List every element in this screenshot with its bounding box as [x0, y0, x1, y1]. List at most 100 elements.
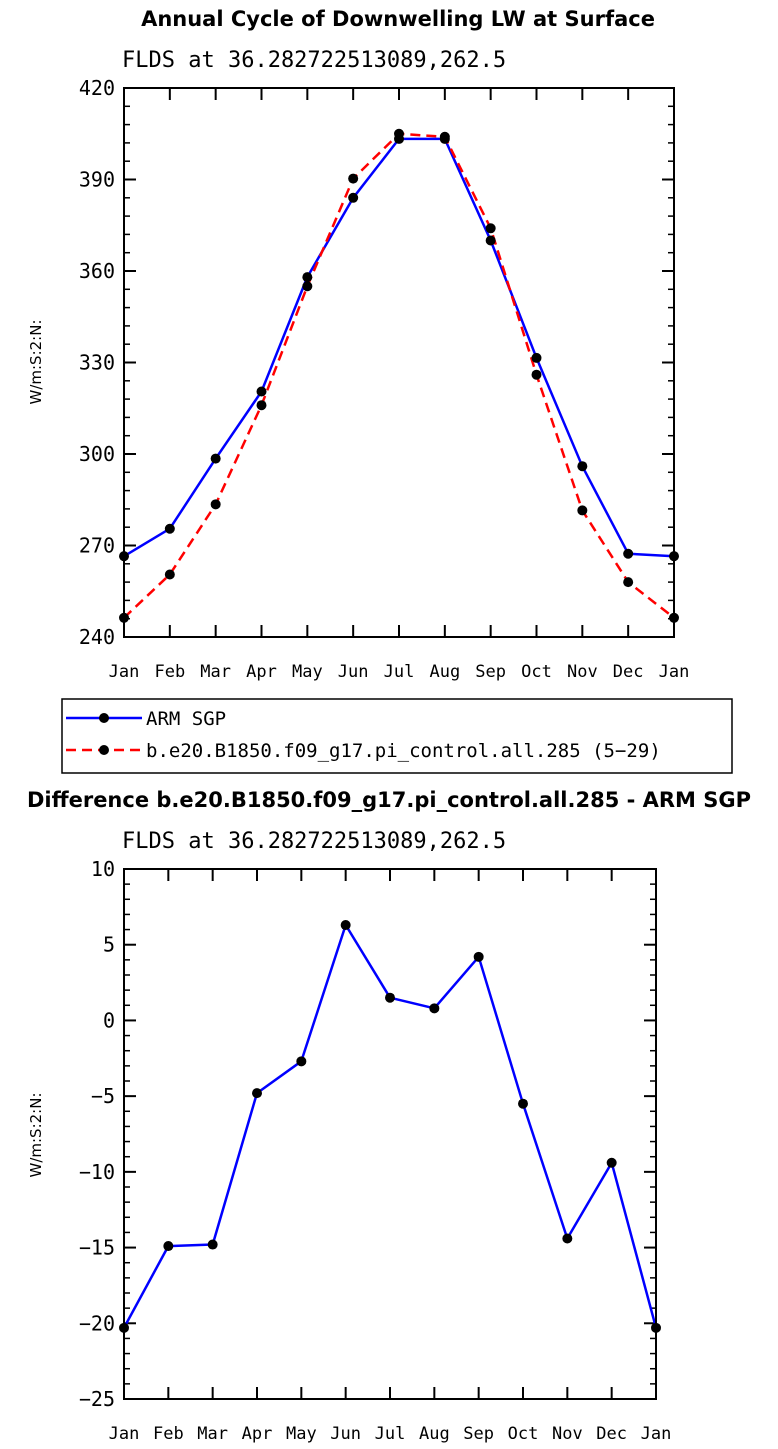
x-tick-label: Nov	[552, 1424, 583, 1444]
data-point-series-0	[348, 192, 359, 203]
series-line-1	[123, 132, 675, 619]
y-tick-label: 270	[79, 534, 115, 558]
data-point-series-1	[164, 569, 175, 580]
legend-marker-arm-sgp	[99, 713, 109, 723]
legend-entry-model: b.e20.B1850.f09_g17.pi_control.all.285 (…	[66, 740, 661, 762]
data-point-series-1	[302, 281, 313, 292]
tick-labels: 240 270 300 330 360 390 420 Jan Feb Mar Apr May Jun J…	[79, 76, 689, 682]
legend-entry-arm-sgp: ARM SGP	[66, 708, 226, 730]
data-point-series-0	[385, 992, 395, 1003]
data-point-series-0	[164, 523, 175, 534]
x-tick-label: Jun	[338, 662, 369, 682]
legend-label-arm-sgp: ARM SGP	[146, 708, 226, 730]
y-tick-label: 390	[79, 168, 115, 192]
y-axis-label: W/m:S:2:N:	[27, 1093, 45, 1178]
y-tick-label: 360	[79, 259, 115, 283]
x-tick-label: Apr	[246, 662, 277, 682]
y-axis-label: W/m:S:2:N:	[27, 320, 45, 405]
x-tick-label: Feb	[153, 1424, 184, 1444]
x-tick-label: Mar	[200, 662, 231, 682]
series-layer	[119, 128, 679, 623]
axis-ticks	[123, 868, 657, 1400]
data-point-series-0	[252, 1088, 262, 1099]
axis-ticks	[123, 87, 675, 638]
x-tick-label: May	[286, 1424, 317, 1444]
x-tick-label: Jan	[659, 662, 690, 682]
legend: ARM SGP b.e20.B1850.f09_g17.pi_control.a…	[61, 698, 733, 774]
y-tick-label: −25	[79, 1387, 115, 1411]
x-tick-label: Jan	[109, 1424, 140, 1444]
data-point-series-0	[518, 1098, 528, 1109]
x-tick-label: May	[292, 662, 323, 682]
tick-labels: −25 −20 −15 −10 −5 0 5 10 Jan Feb Mar Apr May Jun Jul A…	[79, 857, 671, 1444]
data-point-series-0	[302, 272, 313, 283]
x-tick-label: Aug	[429, 662, 460, 682]
data-point-series-0	[207, 1239, 218, 1250]
data-point-series-0	[473, 951, 484, 962]
y-tick-label: 5	[103, 933, 115, 957]
y-tick-label: 0	[103, 1008, 115, 1032]
y-tick-label: 300	[79, 442, 115, 466]
x-tick-label: Nov	[567, 662, 598, 682]
y-tick-label: 10	[91, 857, 115, 881]
data-point-series-0	[562, 1233, 573, 1244]
annual-cycle-chart: Annual Cycle of Downwelling LW at Surfac…	[27, 7, 689, 682]
data-point-series-0	[577, 461, 588, 472]
data-point-series-0	[606, 1157, 617, 1168]
y-tick-label: −20	[79, 1311, 115, 1335]
legend-label-model: b.e20.B1850.f09_g17.pi_control.all.285 (…	[146, 740, 661, 762]
series-layer	[119, 920, 661, 1333]
x-tick-label: Feb	[154, 662, 185, 682]
chart-title: Difference b.e20.B1850.f09_g17.pi_contro…	[27, 788, 751, 812]
x-tick-label: Jul	[384, 662, 415, 682]
y-tick-label: −10	[79, 1160, 115, 1184]
x-tick-label: Dec	[613, 662, 644, 682]
legend-marker-model	[99, 745, 109, 755]
data-point-series-1	[485, 223, 496, 234]
plot-frame	[123, 87, 675, 638]
x-tick-label: Oct	[521, 662, 552, 682]
series-line-0	[122, 923, 658, 1329]
y-tick-label: 420	[79, 76, 115, 100]
x-tick-label: Jun	[330, 1424, 361, 1444]
plot-frame	[123, 868, 657, 1400]
y-tick-label: 240	[79, 625, 115, 649]
data-point-series-1	[348, 173, 359, 184]
data-point-series-1	[256, 400, 267, 411]
data-point-series-0	[340, 920, 351, 931]
data-point-series-0	[485, 235, 496, 246]
x-tick-label: Sep	[463, 1424, 494, 1444]
data-point-series-0	[429, 1003, 440, 1014]
data-point-series-1	[531, 369, 542, 380]
x-tick-label: Dec	[596, 1424, 627, 1444]
legend-box	[61, 698, 733, 774]
data-point-series-0	[210, 453, 221, 464]
difference-chart: Difference b.e20.B1850.f09_g17.pi_contro…	[27, 788, 751, 1444]
x-tick-label: Jan	[641, 1424, 672, 1444]
series-line-0	[123, 137, 675, 558]
data-point-series-1	[623, 577, 634, 588]
chart-subtitle: FLDS at 36.282722513089,262.5	[122, 829, 506, 854]
data-point-series-1	[394, 128, 404, 139]
y-tick-label: −15	[79, 1236, 115, 1260]
data-point-series-0	[296, 1056, 307, 1067]
x-tick-label: Oct	[508, 1424, 539, 1444]
data-point-series-0	[256, 386, 267, 397]
chart-title: Annual Cycle of Downwelling LW at Surfac…	[141, 7, 655, 31]
data-point-series-0	[623, 548, 634, 559]
x-tick-label: Sep	[475, 662, 506, 682]
data-point-series-1	[439, 131, 450, 142]
chart-subtitle: FLDS at 36.282722513089,262.5	[122, 48, 506, 73]
x-tick-label: Jul	[375, 1424, 406, 1444]
x-tick-label: Aug	[419, 1424, 450, 1444]
data-point-series-1	[577, 505, 588, 516]
x-tick-label: Mar	[197, 1424, 228, 1444]
data-point-series-1	[210, 499, 221, 510]
x-tick-label: Apr	[242, 1424, 273, 1444]
data-point-series-0	[531, 352, 542, 363]
data-point-series-0	[163, 1241, 174, 1252]
y-tick-label: 330	[79, 351, 115, 375]
x-tick-label: Jan	[109, 662, 140, 682]
y-tick-label: −5	[91, 1084, 115, 1108]
